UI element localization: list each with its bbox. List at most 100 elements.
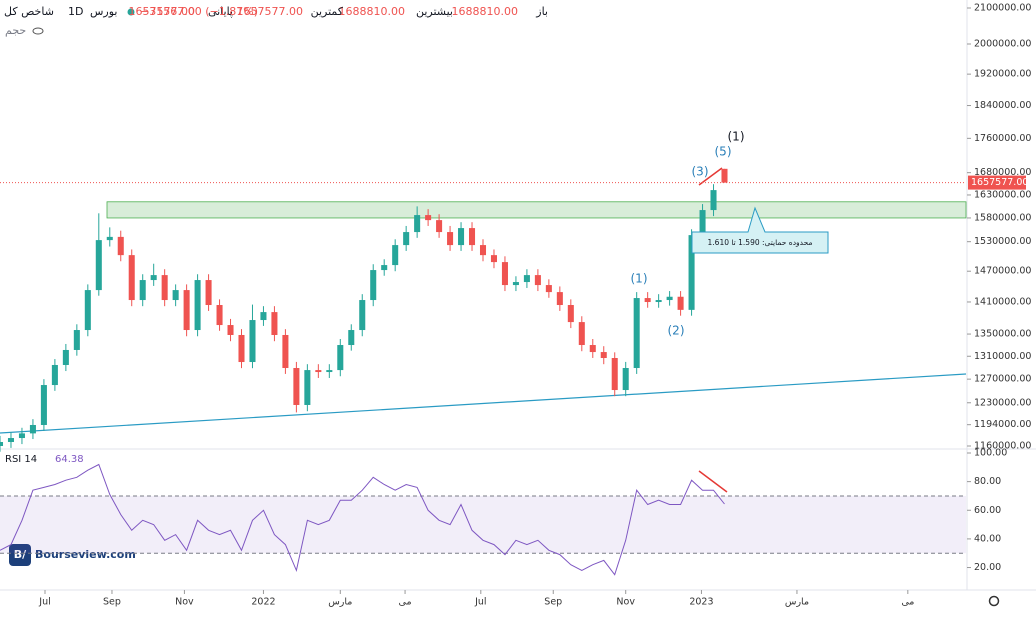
candle-body bbox=[479, 245, 487, 256]
y-tick-label: 1680000.00 bbox=[974, 167, 1031, 178]
wave-label: (1) bbox=[631, 272, 648, 286]
y-tick-label: 1410000.00 bbox=[974, 296, 1031, 307]
y-tick-label: 1160000.00 bbox=[974, 441, 1031, 452]
ohlc-value: 1688810.00 bbox=[339, 5, 405, 18]
candle-body bbox=[161, 275, 168, 301]
x-tick-label: Sep bbox=[544, 597, 562, 608]
y-tick-label: 2000000.00 bbox=[974, 39, 1031, 50]
candle-body bbox=[282, 334, 289, 369]
candle-body bbox=[534, 275, 541, 286]
candle-body bbox=[436, 220, 443, 233]
candle-body bbox=[392, 245, 399, 266]
logo-text: Bourseview.com bbox=[35, 548, 136, 561]
candle-body bbox=[172, 290, 179, 301]
header: شاخص کل 1D بورس حجم bbox=[4, 5, 117, 37]
wave-label: (2) bbox=[668, 324, 685, 338]
candle-body bbox=[183, 290, 190, 331]
x-tick-label: می bbox=[399, 597, 412, 608]
x-tick-label: Nov bbox=[175, 597, 194, 608]
candle-body bbox=[51, 364, 58, 386]
wave-label: (3) bbox=[692, 165, 709, 179]
logo: B/ Bourseview.com bbox=[9, 544, 136, 566]
candle-body bbox=[62, 349, 69, 365]
ohlc-value: 1657577.00 bbox=[129, 5, 195, 18]
candle-body bbox=[205, 280, 212, 306]
rsi-title: RSI 14 bbox=[5, 454, 37, 465]
candle-body bbox=[150, 275, 157, 281]
candle-body bbox=[512, 282, 519, 286]
y-tick-label: 1310000.00 bbox=[974, 351, 1031, 362]
last-price-box bbox=[968, 175, 1026, 190]
y-tick-label: 20.00 bbox=[974, 562, 1001, 573]
candle-body bbox=[458, 228, 465, 246]
candle-body bbox=[194, 280, 201, 331]
symbol: بورس bbox=[90, 5, 117, 18]
candle-body bbox=[469, 228, 476, 246]
change: −31567.00 (−1.87%) bbox=[140, 5, 258, 18]
candle-body bbox=[655, 300, 662, 303]
candle-body bbox=[501, 262, 508, 286]
candle-body bbox=[589, 345, 596, 353]
candle-body bbox=[545, 285, 552, 293]
wave-label: (5) bbox=[715, 145, 732, 159]
x-tick-label: مارس bbox=[785, 597, 809, 608]
candle-body bbox=[249, 320, 256, 363]
status-dot bbox=[127, 8, 135, 16]
x-tick-label: مارس bbox=[328, 597, 352, 608]
candle-body bbox=[359, 300, 366, 331]
candle-body bbox=[238, 334, 245, 363]
x-tick-label: 2022 bbox=[251, 597, 275, 608]
candle-body bbox=[106, 236, 113, 241]
candle-body bbox=[271, 312, 278, 335]
candle-body bbox=[425, 215, 432, 221]
ohlc-value: 1688810.00 bbox=[452, 5, 518, 18]
callout-text: محدوده حمایتی: 1.590 تا 1.610 bbox=[708, 238, 813, 247]
candle-body bbox=[567, 305, 574, 323]
y-tick-label: 1530000.00 bbox=[974, 236, 1031, 247]
ohlc-label: بیشترین bbox=[416, 5, 453, 18]
candle-body bbox=[29, 424, 36, 434]
logo-icon bbox=[9, 544, 31, 566]
y-tick-label: 1230000.00 bbox=[974, 397, 1031, 408]
wave-label: (1) bbox=[728, 130, 745, 144]
candle-body bbox=[73, 330, 80, 350]
settings-icon[interactable] bbox=[988, 595, 1000, 607]
rsi-value: 64.38 bbox=[55, 454, 84, 465]
support-zone bbox=[106, 201, 967, 219]
candle-body bbox=[622, 368, 629, 391]
candle-body bbox=[370, 270, 377, 301]
y-tick-label: 1270000.00 bbox=[974, 374, 1031, 385]
candle-body bbox=[139, 280, 146, 301]
candle-body bbox=[227, 325, 234, 335]
y-tick-label: 1350000.00 bbox=[974, 329, 1031, 340]
trend-line bbox=[0, 373, 967, 434]
x-tick-label: می bbox=[901, 597, 914, 608]
candle-body bbox=[688, 235, 695, 310]
candle-body bbox=[117, 236, 124, 256]
y-tick-label: 1194000.00 bbox=[974, 419, 1031, 430]
candle-body bbox=[666, 296, 673, 301]
candle-body bbox=[7, 438, 14, 443]
name: شاخص کل bbox=[4, 5, 54, 18]
logo-mark: B/ bbox=[14, 548, 27, 561]
eye-icon[interactable] bbox=[32, 27, 44, 35]
candle-body bbox=[721, 168, 728, 183]
candle-body bbox=[490, 255, 497, 263]
y-tick-label: 1840000.00 bbox=[974, 100, 1031, 111]
y-tick-label: 1630000.00 bbox=[974, 189, 1031, 200]
candle-body bbox=[414, 215, 421, 233]
y-tick-label: 1920000.00 bbox=[974, 69, 1031, 80]
y-tick-label: 100.00 bbox=[974, 448, 1007, 459]
x-tick-label: 2023 bbox=[689, 597, 713, 608]
candle-body bbox=[578, 322, 585, 346]
candle-body bbox=[381, 265, 388, 271]
candle-body bbox=[677, 296, 684, 310]
ohlc-value: 1657577.00 bbox=[237, 5, 303, 18]
candle-body bbox=[447, 232, 454, 246]
candle-body bbox=[128, 255, 135, 301]
y-tick-label: 1760000.00 bbox=[974, 133, 1031, 144]
candle-body bbox=[0, 442, 4, 446]
candle-body bbox=[315, 370, 322, 373]
x-tick-label: Nov bbox=[616, 597, 635, 608]
